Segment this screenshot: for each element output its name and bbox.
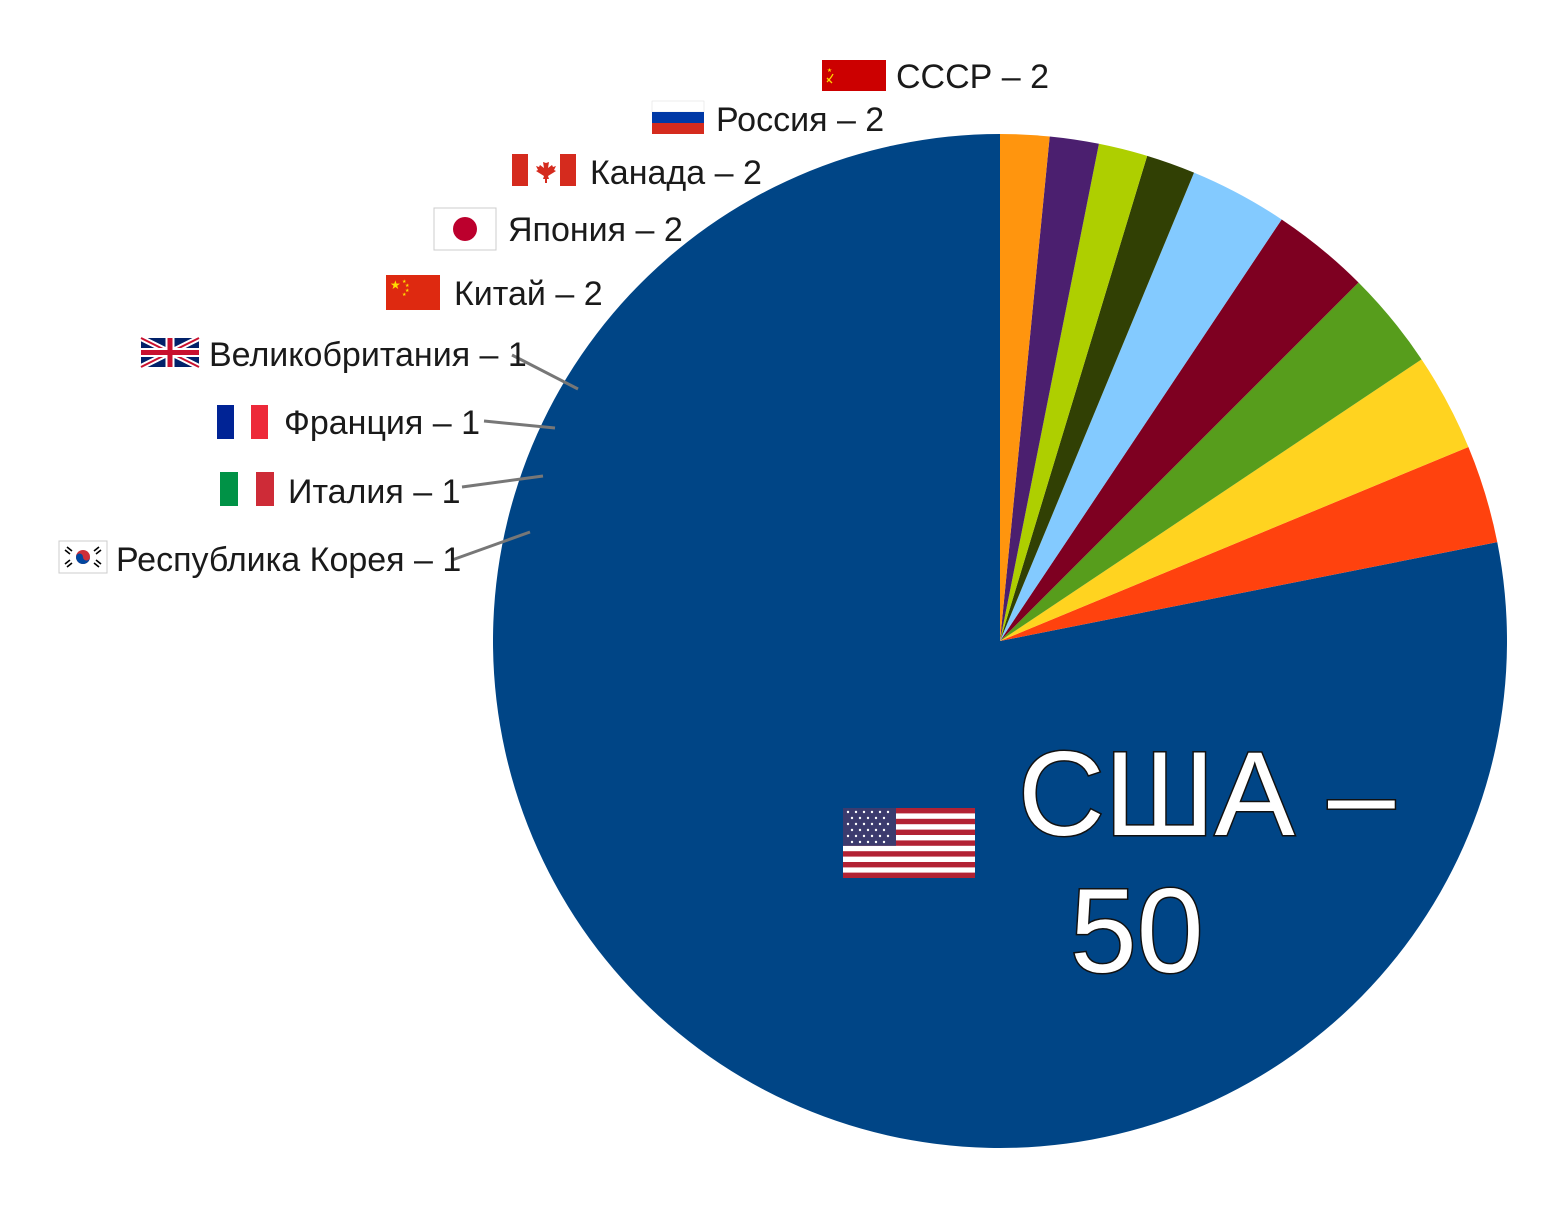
russia-flag-icon <box>651 100 705 134</box>
svg-text:★: ★ <box>402 292 407 298</box>
slice-label-text: Великобритания – 1 <box>209 336 527 374</box>
canada-flag-icon <box>512 154 576 186</box>
pie-slice-china <box>1000 172 1282 641</box>
slice-label-russia: Россия – 2 <box>651 100 884 139</box>
slice-label-text: Китай – 2 <box>454 275 603 313</box>
slice-label-text: Япония – 2 <box>508 211 683 249</box>
slice-label-text: Канада – 2 <box>590 154 762 192</box>
slice-label-text: Россия – 2 <box>716 101 884 139</box>
china-flag-icon: ★ ★ ★ ★ ★ <box>386 275 440 310</box>
pie-slice-japan <box>1000 219 1359 641</box>
slice-label-korea: Республика Корея – 1 <box>58 540 461 579</box>
svg-text:★: ★ <box>390 278 401 292</box>
ussr-flag-icon <box>822 60 886 91</box>
slice-label-canada: Канада – 2 <box>512 154 762 192</box>
slice-label-text: СССР – 2 <box>896 58 1049 96</box>
slice-label-text: Италия – 1 <box>288 473 461 511</box>
leader-lines <box>451 353 579 562</box>
leader-line-uk <box>511 353 579 391</box>
leader-line-italy <box>461 474 544 489</box>
france-flag-icon <box>217 405 268 439</box>
usa-label-line2: 50 <box>1070 864 1203 998</box>
pie-slice-russia <box>1000 359 1469 641</box>
usa-label-line1: США – <box>1018 727 1395 861</box>
slice-label-text: Республика Корея – 1 <box>116 541 461 579</box>
slice-label-usa: США – 50 <box>843 726 1397 1000</box>
slice-label-france: Франция – 1 <box>217 404 480 442</box>
slice-label-japan: Япония – 2 <box>433 207 683 251</box>
usa-flag-icon <box>843 808 975 878</box>
slice-label-uk: Великобритания – 1 <box>139 335 527 374</box>
slice-label-ussr: СССР – 2 <box>822 58 1049 96</box>
pie-slice-uk <box>1000 155 1195 641</box>
svg-text:★: ★ <box>402 279 407 285</box>
pie-slices <box>493 134 1508 1148</box>
pie-slice-korea <box>1000 134 1050 641</box>
svg-text:★: ★ <box>405 283 410 289</box>
korea-flag-icon <box>58 540 108 574</box>
slice-label-china: ★ ★ ★ ★ ★ Китай – 2 <box>386 275 603 313</box>
pie-slice-usa <box>493 134 1508 1148</box>
pie-slice-italy <box>1000 136 1099 641</box>
slice-label-text: Франция – 1 <box>284 404 480 442</box>
japan-flag-icon <box>433 207 497 251</box>
italy-flag-icon <box>220 472 274 506</box>
pie-slice-france <box>1000 143 1148 642</box>
leader-line-france <box>483 419 556 430</box>
pie-slice-ussr <box>1000 446 1498 641</box>
uk-flag-icon <box>139 335 201 370</box>
leader-line-korea <box>451 530 531 562</box>
slice-label-italy: Италия – 1 <box>220 472 461 511</box>
svg-text:★: ★ <box>405 288 410 294</box>
pie-slice-canada <box>1000 282 1422 641</box>
